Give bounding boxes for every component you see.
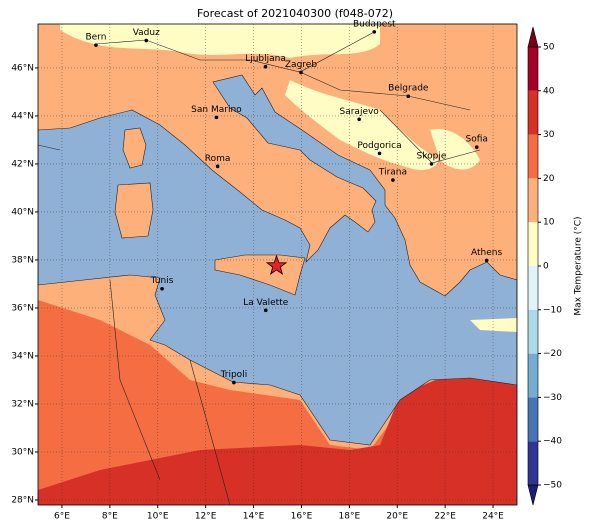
city-label: Sarajevo [340,107,380,117]
colorbar-tick-label: 50 [543,43,555,53]
colorbar-band [528,397,538,442]
africa-hot [38,378,517,505]
y-tick-label: 34°N [11,351,34,361]
city-dot [357,117,361,122]
colorbar-extend-over [527,26,539,48]
marker-star [265,254,288,275]
x-tick-label: 18°E [339,512,361,522]
alps-cool [60,24,380,58]
colorbar-band [528,47,538,91]
city-label: Zagreb [285,60,317,70]
map-frame [37,23,518,506]
corsica [122,127,147,169]
y-tick-label: 30°N [11,447,34,457]
colorbar-tick-label: −30 [543,393,562,403]
colorbar-band [528,353,538,398]
x-tick-label: 10°E [147,512,169,522]
x-tick-label: 24°E [482,512,504,522]
city-label: Tirana [378,168,407,178]
colorbar-tick-label: 10 [543,218,555,228]
city-dot [215,164,220,169]
colorbar-band [528,266,538,310]
colorbar-tick-label: −40 [543,437,562,447]
city-label: San Marino [191,105,242,115]
x-tick-label: 8°E [102,512,118,522]
city-label: Roma [205,154,231,164]
city-label: La Valette [243,298,288,308]
balkans-cool [285,80,440,170]
colorbar-band [528,441,538,485]
y-tick-label: 32°N [11,399,34,409]
city-dot [429,162,434,166]
city-label: Bern [85,33,106,43]
y-tick-label: 38°N [11,255,34,265]
city-label: Sofia [466,135,488,145]
city-dot [484,258,489,263]
city-label: Budapest [353,19,396,29]
city-label: Athens [471,248,502,258]
city-dot [263,64,268,69]
x-tick-label: 12°E [195,512,217,522]
city-dot [214,115,219,120]
crete [470,318,517,332]
colorbar-tick-label: 30 [543,130,555,140]
chart-title: Forecast of 2021040300 (f048-072) [197,7,393,20]
colorbar-tick-label: −50 [543,481,562,491]
city-label: Ljubljana [245,54,286,64]
colorbar-band [528,90,538,135]
y-tick-label: 36°N [11,303,34,313]
x-tick-label: 14°E [243,512,265,522]
city-dot [372,30,377,34]
y-tick-label: 40°N [11,207,34,217]
city-dot [160,286,164,291]
city-dot [377,151,382,156]
city-dot [232,380,236,385]
city-dot [299,70,303,75]
city-dot [94,43,98,47]
colorbar-tick-label: 40 [543,86,555,96]
city-label: Skopje [417,151,447,161]
colorbar-band [528,309,538,354]
y-tick-label: 42°N [11,159,34,169]
colorbar-band [528,222,538,266]
city-label: Podgorica [357,141,401,151]
y-tick-label: 44°N [11,111,34,121]
colorbar-tick-label: −20 [543,349,562,359]
colorbar-label: Max Temperature (°C) [574,216,584,315]
city-dot [474,145,479,149]
city-label: Tunis [150,276,174,286]
city-dot [406,94,411,99]
city-dot [263,308,268,313]
colorbar-extend-under [527,484,539,506]
x-tick-label: 6°E [54,512,70,522]
sardinia [114,182,154,239]
colorbar-tick-label: 20 [543,174,555,184]
y-tick-label: 46°N [11,63,34,73]
x-tick-label: 20°E [386,512,408,522]
balkans-cool [430,129,480,170]
colorbar-band [528,178,538,223]
colorbar-tick-label: −10 [543,305,562,315]
city-dot [144,38,149,43]
x-tick-label: 22°E [434,512,456,522]
city-label: Belgrade [388,84,429,94]
y-tick-label: 28°N [11,495,34,505]
colorbar-tick-label: 0 [543,262,549,272]
city-dot [391,178,395,182]
city-label: Vaduz [133,28,160,38]
x-tick-label: 16°E [291,512,313,522]
city-label: Tripoli [220,370,248,380]
colorbar-band [528,134,538,179]
